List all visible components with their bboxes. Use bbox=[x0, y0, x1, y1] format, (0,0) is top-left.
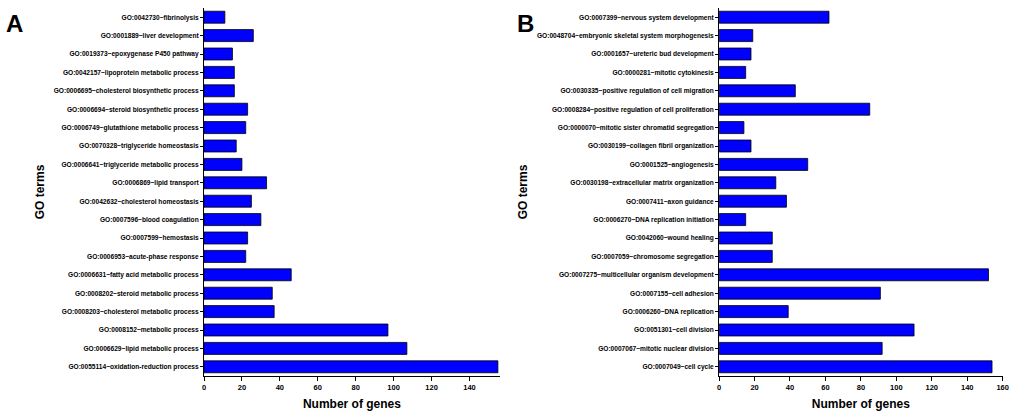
svg-text:20: 20 bbox=[750, 383, 758, 392]
svg-text:A: A bbox=[6, 10, 23, 37]
svg-text:0: 0 bbox=[202, 383, 206, 392]
svg-text:Number of genes: Number of genes bbox=[303, 397, 401, 411]
svg-text:GO:0019373~epoxygenase P450 pa: GO:0019373~epoxygenase P450 pathway bbox=[69, 50, 199, 58]
svg-text:GO:0007399~nervous system deve: GO:0007399~nervous system development bbox=[579, 14, 714, 22]
svg-text:40: 40 bbox=[786, 383, 794, 392]
svg-text:GO:0006260~DNA replication: GO:0006260~DNA replication bbox=[623, 308, 714, 316]
svg-text:GO:0042632~cholesterol homeost: GO:0042632~cholesterol homeostasis bbox=[79, 198, 199, 205]
svg-text:GO:0008202~steroid metabolic p: GO:0008202~steroid metabolic process bbox=[75, 290, 199, 298]
svg-text:Number of genes: Number of genes bbox=[812, 397, 910, 411]
svg-text:40: 40 bbox=[276, 383, 284, 392]
svg-text:140: 140 bbox=[463, 383, 476, 392]
svg-text:GO:0055114~oxidation-reduction: GO:0055114~oxidation-reduction process bbox=[68, 363, 199, 371]
svg-text:B: B bbox=[517, 10, 534, 37]
svg-text:GO:0007049~cell cycle: GO:0007049~cell cycle bbox=[642, 363, 714, 371]
svg-text:100: 100 bbox=[387, 383, 400, 392]
svg-text:GO:0006631~fatty acid metaboli: GO:0006631~fatty acid metabolic process bbox=[68, 271, 199, 279]
svg-text:GO:0000070~mitotic sister chro: GO:0000070~mitotic sister chromatid segr… bbox=[558, 124, 714, 132]
svg-text:GO:0030335~positive regulation: GO:0030335~positive regulation of cell m… bbox=[560, 87, 713, 95]
svg-text:160: 160 bbox=[996, 383, 1009, 392]
svg-text:GO:0007411~axon guidance: GO:0007411~axon guidance bbox=[626, 198, 714, 206]
svg-text:60: 60 bbox=[821, 383, 829, 392]
svg-text:GO:0006749~glutathione metabol: GO:0006749~glutathione metabolic process bbox=[61, 124, 199, 132]
svg-text:GO:0042060~wound healing: GO:0042060~wound healing bbox=[626, 234, 714, 242]
svg-text:GO:0001889~liver development: GO:0001889~liver development bbox=[101, 32, 200, 40]
svg-text:140: 140 bbox=[961, 383, 974, 392]
svg-text:GO:0006641~triglyceride metabo: GO:0006641~triglyceride metabolic proces… bbox=[61, 161, 199, 169]
svg-text:GO:0007059~chromosome segregat: GO:0007059~chromosome segregation bbox=[591, 253, 714, 261]
svg-text:GO:0008203~cholesterol metabol: GO:0008203~cholesterol metabolic process bbox=[62, 308, 199, 316]
svg-text:GO:0000281~mitotic cytokinesis: GO:0000281~mitotic cytokinesis bbox=[612, 69, 714, 77]
svg-text:GO:0048704~embryonic skeletal: GO:0048704~embryonic skeletal system mor… bbox=[537, 32, 714, 40]
svg-text:GO:0006695~cholesterol biosynt: GO:0006695~cholesterol biosynthetic proc… bbox=[54, 87, 199, 95]
svg-text:GO terms: GO terms bbox=[516, 164, 530, 219]
svg-text:GO:0030199~collagen fibril org: GO:0030199~collagen fibril organization bbox=[588, 142, 714, 150]
svg-text:80: 80 bbox=[352, 383, 360, 392]
svg-text:GO:0001657~ureteric bud develo: GO:0001657~ureteric bud development bbox=[591, 50, 714, 58]
svg-text:GO:0042157~lipoprotein metabol: GO:0042157~lipoprotein metabolic process bbox=[63, 69, 199, 77]
svg-text:GO:0007275~multicellular organ: GO:0007275~multicellular organism develo… bbox=[559, 271, 715, 279]
svg-text:20: 20 bbox=[238, 383, 246, 392]
svg-text:0: 0 bbox=[717, 383, 721, 392]
svg-text:60: 60 bbox=[314, 383, 322, 392]
svg-text:GO:0007599~hemostasis: GO:0007599~hemostasis bbox=[120, 234, 199, 241]
svg-text:GO:0006629~lipid metabolic pro: GO:0006629~lipid metabolic process bbox=[83, 345, 199, 353]
svg-text:GO:0008284~positive regulation: GO:0008284~positive regulation of cell p… bbox=[552, 106, 714, 114]
svg-text:120: 120 bbox=[926, 383, 939, 392]
svg-text:GO:0007596~blood coagulation: GO:0007596~blood coagulation bbox=[100, 216, 199, 224]
svg-text:GO:0070328~triglyceride homeos: GO:0070328~triglyceride homeostasis bbox=[79, 142, 199, 150]
svg-text:GO:0007155~cell adhesion: GO:0007155~cell adhesion bbox=[630, 290, 714, 297]
svg-text:GO:0006869~lipid transport: GO:0006869~lipid transport bbox=[112, 179, 199, 187]
svg-text:80: 80 bbox=[857, 383, 865, 392]
svg-text:GO:0006953~acute-phase respons: GO:0006953~acute-phase response bbox=[87, 253, 199, 261]
svg-text:100: 100 bbox=[890, 383, 903, 392]
svg-text:GO:0007067~mitotic nuclear div: GO:0007067~mitotic nuclear division bbox=[598, 345, 714, 352]
svg-text:GO:0051301~cell division: GO:0051301~cell division bbox=[634, 326, 714, 333]
svg-text:GO terms: GO terms bbox=[33, 164, 47, 219]
svg-text:GO:0008152~metabolic process: GO:0008152~metabolic process bbox=[99, 326, 199, 334]
svg-text:GO:0042730~fibrinolysis: GO:0042730~fibrinolysis bbox=[122, 14, 199, 22]
svg-text:GO:0001525~angiogenesis: GO:0001525~angiogenesis bbox=[630, 161, 714, 169]
svg-text:GO:0006694~steroid biosyntheti: GO:0006694~steroid biosynthetic process bbox=[67, 106, 199, 114]
svg-text:GO:0030198~extracellular matri: GO:0030198~extracellular matrix organiza… bbox=[570, 179, 713, 187]
svg-text:120: 120 bbox=[425, 383, 438, 392]
svg-text:GO:0006270~DNA replication ini: GO:0006270~DNA replication initiation bbox=[593, 216, 714, 224]
